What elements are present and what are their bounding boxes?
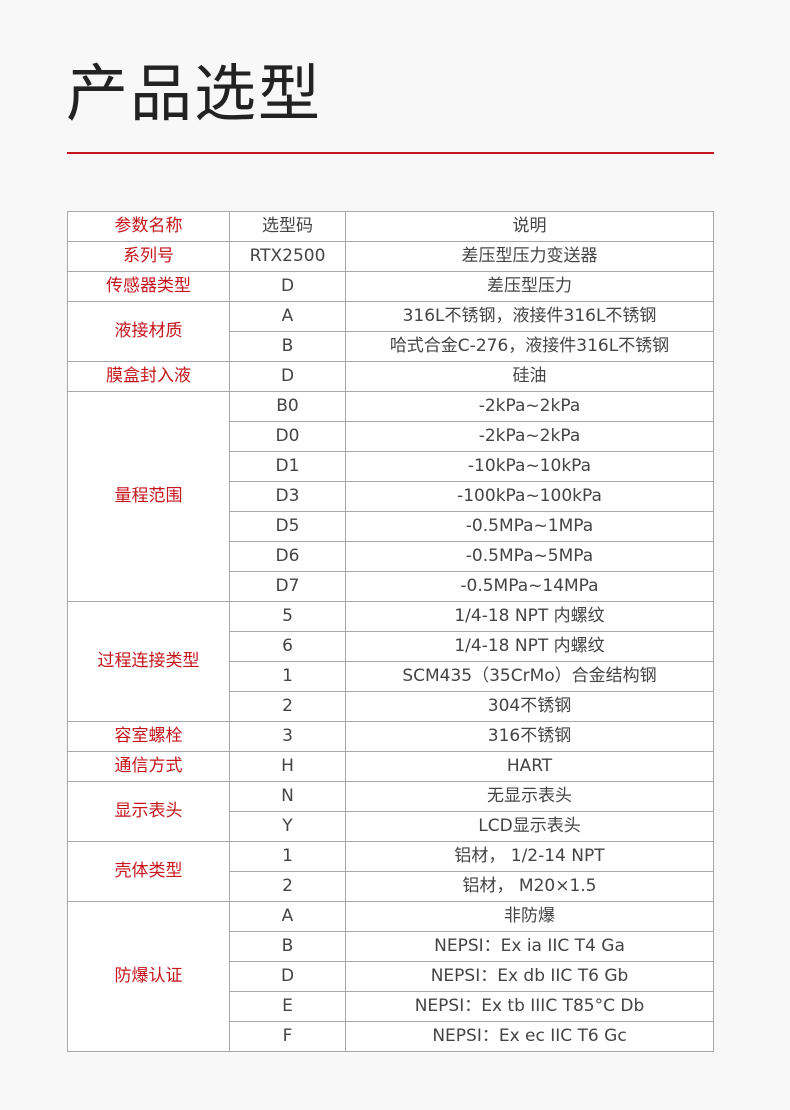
desc-cell: NEPSI：Ex ia IIC T4 Ga [345,931,714,962]
table-row: D7 -0.5MPa~14MPa [68,571,714,602]
header-desc: 说明 [345,211,714,242]
desc-cell: 哈式合金C-276，液接件316L不锈钢 [345,331,714,362]
code-cell: D7 [229,571,346,602]
code-cell: D3 [229,481,346,512]
table-row: D1 -10kPa~10kPa [68,451,714,482]
table-row: 显示表头 N 无显示表头 [67,781,714,842]
desc-cell: -0.5MPa~5MPa [345,541,714,572]
desc-cell: -10kPa~10kPa [345,451,714,482]
desc-cell: NEPSI：Ex db IIC T6 Gb [345,961,714,992]
table-row: D6 -0.5MPa~5MPa [68,541,714,572]
desc-cell: 316不锈钢 [345,721,714,752]
table-row: 传感器类型 D 差压型压力 [67,271,714,302]
code-cell: D5 [229,511,346,542]
table-row: 容室螺栓 3 316不锈钢 [67,721,714,752]
code-cell: H [229,751,346,782]
code-cell: E [229,991,346,1022]
desc-cell: 1/4-18 NPT 内螺纹 [345,631,714,662]
table-row: 1 SCM435（35CrMo）合金结构钢 [68,661,714,692]
header-code: 选型码 [229,211,346,242]
code-cell: D [229,961,346,992]
table-row: F NEPSI：Ex ec IIC T6 Gc [68,1021,714,1052]
param-name-cell: 传感器类型 [67,271,230,302]
desc-cell: SCM435（35CrMo）合金结构钢 [345,661,714,692]
param-name-cell: 防爆认证 [67,901,230,1052]
code-cell: B0 [229,391,346,422]
code-cell: 1 [229,661,346,692]
code-cell: D [229,271,346,302]
desc-cell: 差压型压力变送器 [345,241,714,272]
desc-cell: -0.5MPa~14MPa [345,571,714,602]
desc-cell: 316L不锈钢，液接件316L不锈钢 [345,301,714,332]
code-cell: RTX2500 [229,241,346,272]
table-row: 量程范围 B0 -2kPa~2kPa [67,391,714,602]
desc-cell: NEPSI：Ex tb IIIC T85°C Db [345,991,714,1022]
desc-cell: HART [345,751,714,782]
param-name-cell: 量程范围 [67,391,230,602]
code-cell: B [229,331,346,362]
desc-cell: 1/4-18 NPT 内螺纹 [345,601,714,632]
table-row: 系列号 RTX2500 差压型压力变送器 [67,241,714,272]
code-cell: B [229,931,346,962]
table-row: 液接材质 A 316L不锈钢，液接件316L不锈钢 [67,301,714,362]
param-name-cell: 壳体类型 [67,841,230,902]
param-name-cell: 显示表头 [67,781,230,842]
table-row: D3 -100kPa~100kPa [68,481,714,512]
desc-cell: -100kPa~100kPa [345,481,714,512]
param-name-cell: 液接材质 [67,301,230,362]
table-row: E NEPSI：Ex tb IIIC T85°C Db [68,991,714,1022]
table-row: 壳体类型 1 铝材， 1/2-14 NPT [67,841,714,902]
desc-cell: 非防爆 [345,901,714,932]
table-row: 过程连接类型 5 1/4-18 NPT 内螺纹 [67,601,714,722]
desc-cell: 差压型压力 [345,271,714,302]
code-cell: N [229,781,346,812]
code-cell: F [229,1021,346,1052]
table-row: 膜盒封入液 D 硅油 [67,361,714,392]
param-name-cell: 过程连接类型 [67,601,230,722]
desc-cell: -2kPa~2kPa [345,421,714,452]
code-cell: D6 [229,541,346,572]
header-param: 参数名称 [67,211,230,242]
desc-cell: 铝材， 1/2-14 NPT [345,841,714,872]
code-cell: 2 [229,691,346,722]
code-cell: 6 [229,631,346,662]
param-name-cell: 通信方式 [67,751,230,782]
desc-cell: -2kPa~2kPa [345,391,714,422]
desc-cell: 无显示表头 [345,781,714,812]
param-name-cell: 容室螺栓 [67,721,230,752]
param-name-cell: 系列号 [67,241,230,272]
code-cell: 5 [229,601,346,632]
table-row: B NEPSI：Ex ia IIC T4 Ga [68,931,714,962]
table-row: 通信方式 H HART [67,751,714,782]
table-row: Y LCD显示表头 [68,811,714,842]
code-cell: D1 [229,451,346,482]
selection-table: 参数名称 选型码 说明 系列号 RTX2500 差压型压力变送器 传感器类型 D 差压型压… [67,211,714,1052]
header-row: 参数名称 选型码 说明 [67,211,714,242]
page-title: 产品选型 [66,57,323,130]
desc-cell: LCD显示表头 [345,811,714,842]
code-cell: A [229,301,346,332]
table-row: 2 铝材， M20×1.5 [68,871,714,902]
code-cell: D [229,361,346,392]
param-name-cell: 膜盒封入液 [67,361,230,392]
code-cell: 2 [229,871,346,902]
desc-cell: NEPSI：Ex ec IIC T6 Gc [345,1021,714,1052]
title-divider [67,152,714,154]
code-cell: D0 [229,421,346,452]
code-cell: Y [229,811,346,842]
desc-cell: 硅油 [345,361,714,392]
code-cell: 3 [229,721,346,752]
code-cell: 1 [229,841,346,872]
desc-cell: -0.5MPa~1MPa [345,511,714,542]
desc-cell: 铝材， M20×1.5 [345,871,714,902]
code-cell: A [229,901,346,932]
desc-cell: 304不锈钢 [345,691,714,722]
table-row: 防爆认证 A 非防爆 [67,901,714,1052]
table-row: D5 -0.5MPa~1MPa [68,511,714,542]
table-row: D NEPSI：Ex db IIC T6 Gb [68,961,714,992]
